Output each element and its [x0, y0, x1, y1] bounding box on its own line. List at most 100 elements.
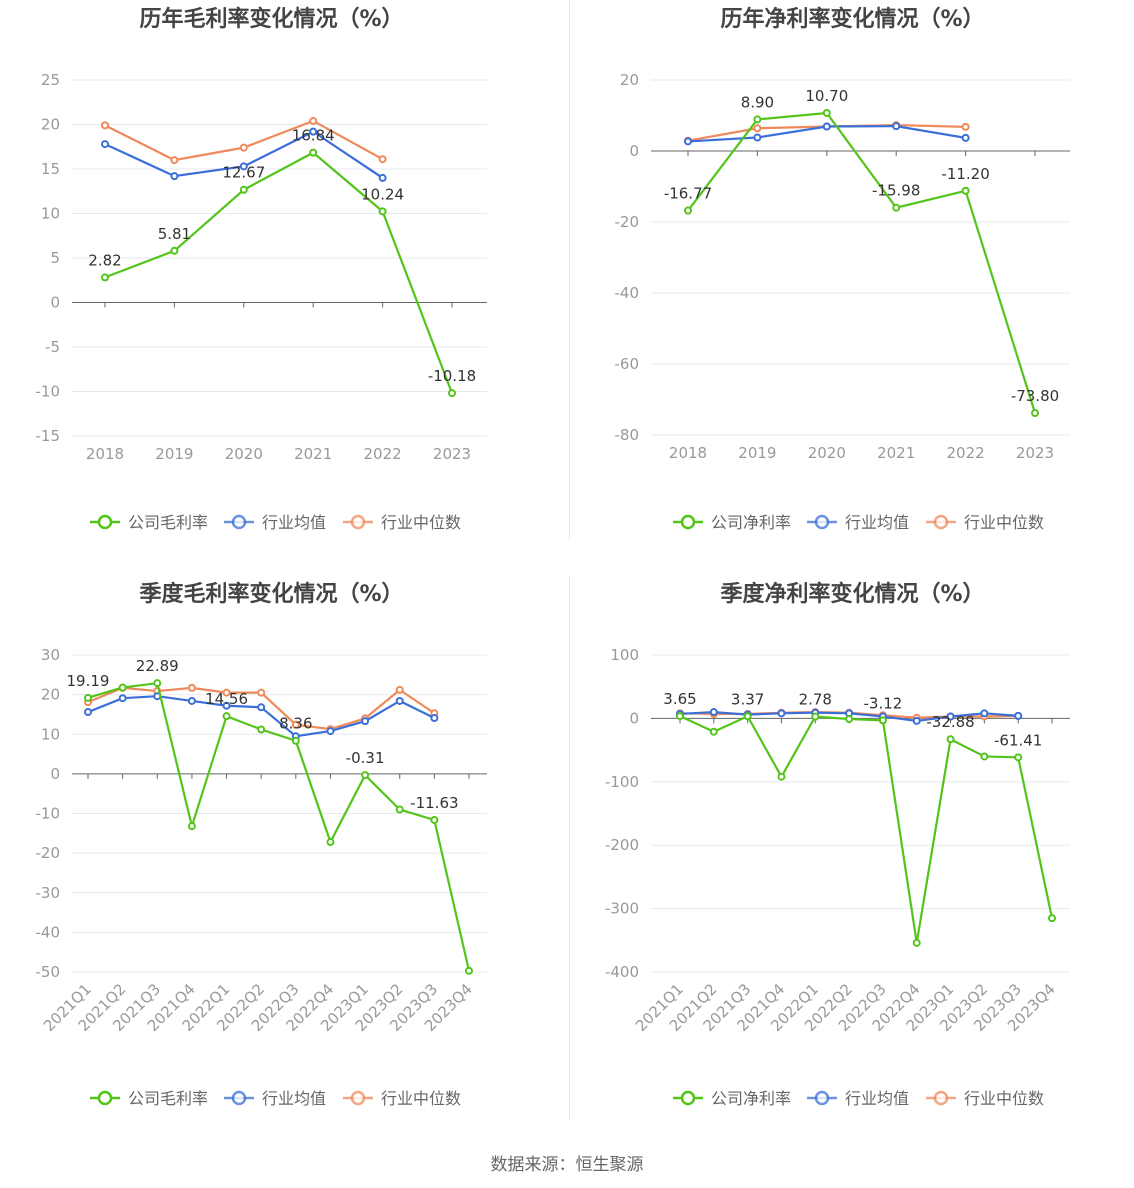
annual-net-margin-panel: 历年净利率变化情况（%） 20 0 -20 -40 -60 -80 2018 2019 2020 2…	[567, 0, 1134, 575]
legend-marker-median	[350, 514, 366, 530]
data-point-company	[1014, 753, 1023, 762]
data-point-median	[753, 124, 762, 133]
data-point-company	[777, 772, 786, 781]
data-point-company	[822, 109, 831, 118]
data-label: 12.67	[222, 164, 265, 182]
data-point-company	[892, 203, 901, 212]
x-tick-label: 2022	[947, 444, 985, 462]
series-line-company	[679, 714, 1054, 944]
data-label: -61.41	[994, 731, 1042, 749]
legend-label-median: 行业中位数	[381, 1089, 461, 1108]
data-point-company	[309, 148, 318, 157]
data-point-avg	[239, 162, 248, 171]
legend-label-median: 行业中位数	[381, 513, 461, 532]
legend-marker-company	[680, 514, 696, 530]
y-tick-label: 10	[41, 725, 60, 743]
data-label: -3.12	[864, 694, 903, 712]
data-point-avg	[170, 172, 179, 181]
x-tick-label: 2022	[364, 445, 402, 463]
data-point-company	[84, 693, 92, 702]
data-point-avg	[912, 716, 921, 725]
data-label: 3.37	[731, 690, 764, 708]
y-tick-label: -80	[615, 426, 640, 444]
quarterly-net-chart: 季度净利率变化情况（%）1000-100-200-300-4002021Q120…	[605, 581, 1070, 1108]
data-point-avg	[946, 712, 955, 721]
data-point-avg	[961, 133, 970, 142]
y-tick-label: 10	[41, 205, 60, 223]
x-tick-label: 2019	[738, 444, 776, 462]
y-tick-label: 20	[41, 686, 60, 704]
data-point-company	[378, 207, 387, 216]
y-tick-label: 25	[41, 71, 60, 89]
data-point-median	[222, 688, 231, 697]
quarterly-net-margin-panel: 季度净利率变化情况（%） 100 0 -100 -200 -300 -400 2021Q1 20…	[567, 575, 1134, 1150]
data-point-avg	[753, 133, 762, 142]
data-point-avg	[222, 701, 231, 710]
data-point-median	[291, 720, 300, 729]
data-point-avg	[684, 137, 692, 146]
data-point-company	[743, 712, 752, 721]
data-point-company	[361, 771, 370, 780]
data-point-company	[448, 389, 456, 398]
data-point-avg	[822, 122, 831, 131]
y-tick-label: -40	[615, 284, 640, 302]
data-point-avg	[430, 714, 439, 723]
vertical-divider-top	[569, 0, 570, 540]
legend-label-avg: 行业均值	[262, 1089, 326, 1108]
data-label: -32.88	[926, 713, 974, 731]
data-point-avg	[378, 173, 387, 182]
legend-marker-company	[97, 514, 113, 530]
data-label: 8.36	[279, 715, 312, 733]
data-label: 22.89	[136, 657, 179, 675]
data-label: 8.90	[741, 93, 774, 111]
quarterly-gross-margin-panel: 季度毛利率变化情况（%） 30 20 10 0 -10 -20 -30 -40 -50 2021Q1…	[0, 575, 567, 1150]
y-tick-label: -20	[36, 844, 61, 862]
series-line-company	[87, 681, 471, 972]
data-point-company	[1048, 914, 1056, 923]
legend-label-company: 公司净利率	[711, 513, 791, 532]
y-tick-label: 100	[610, 646, 639, 664]
chart-title: 季度毛利率变化情况（%）	[139, 581, 403, 607]
data-point-company	[709, 727, 718, 736]
y-tick-label: 0	[629, 709, 639, 727]
data-point-avg	[187, 696, 196, 705]
x-tick-label: 2019	[155, 445, 193, 463]
annual-net-chart: 历年净利率变化情况（%） 20 0 -20 -40 -60 -80 2018 2019 2020 2…	[615, 6, 1070, 532]
x-tick-label: 2018	[669, 444, 707, 462]
x-tick-label: 2023	[1016, 444, 1054, 462]
y-tick-label: -300	[605, 900, 639, 918]
data-point-company	[239, 185, 248, 194]
legend-marker-avg	[814, 514, 830, 530]
chart-title: 历年毛利率变化情况（%）	[139, 6, 403, 32]
data-point-company	[684, 206, 692, 215]
y-tick-label: -15	[36, 427, 61, 445]
data-point-company	[153, 679, 162, 688]
data-point-company	[676, 712, 684, 721]
x-tick-label: 2021	[877, 444, 915, 462]
y-tick-label: -50	[36, 963, 61, 981]
data-point-avg	[84, 708, 92, 717]
data-label: -11.20	[941, 165, 989, 183]
data-point-company	[1031, 408, 1039, 417]
y-tick-label: 30	[41, 646, 60, 664]
chart-title: 季度净利率变化情况（%）	[720, 581, 984, 607]
y-tick-label: -20	[615, 213, 640, 231]
data-point-median	[239, 143, 248, 152]
data-point-median	[395, 685, 404, 694]
data-point-company	[222, 712, 231, 721]
legend-label-company: 公司净利率	[711, 1089, 791, 1108]
data-point-median	[961, 122, 970, 131]
y-tick-label: 20	[620, 71, 639, 89]
data-point-avg	[1014, 711, 1023, 720]
data-point-company	[395, 805, 404, 814]
annual-gross-margin-panel: 历年毛利率变化情况（%） 25 20 15 10 5 0 -5 -10 -15 2018 2019 20…	[0, 0, 567, 575]
legend-marker-median	[933, 1090, 949, 1106]
y-tick-label: 5	[50, 249, 60, 267]
x-tick-label: 2020	[808, 444, 846, 462]
series-line-median	[104, 119, 384, 162]
y-tick-label: -100	[605, 773, 639, 791]
data-point-median	[187, 683, 196, 692]
data-label: 5.81	[158, 225, 191, 243]
annual-gross-chart: 历年毛利率变化情况（%） 25 20 15 10 5 0 -5 -10 -15 2018 2019 20…	[36, 6, 487, 532]
data-point-company	[845, 715, 854, 724]
